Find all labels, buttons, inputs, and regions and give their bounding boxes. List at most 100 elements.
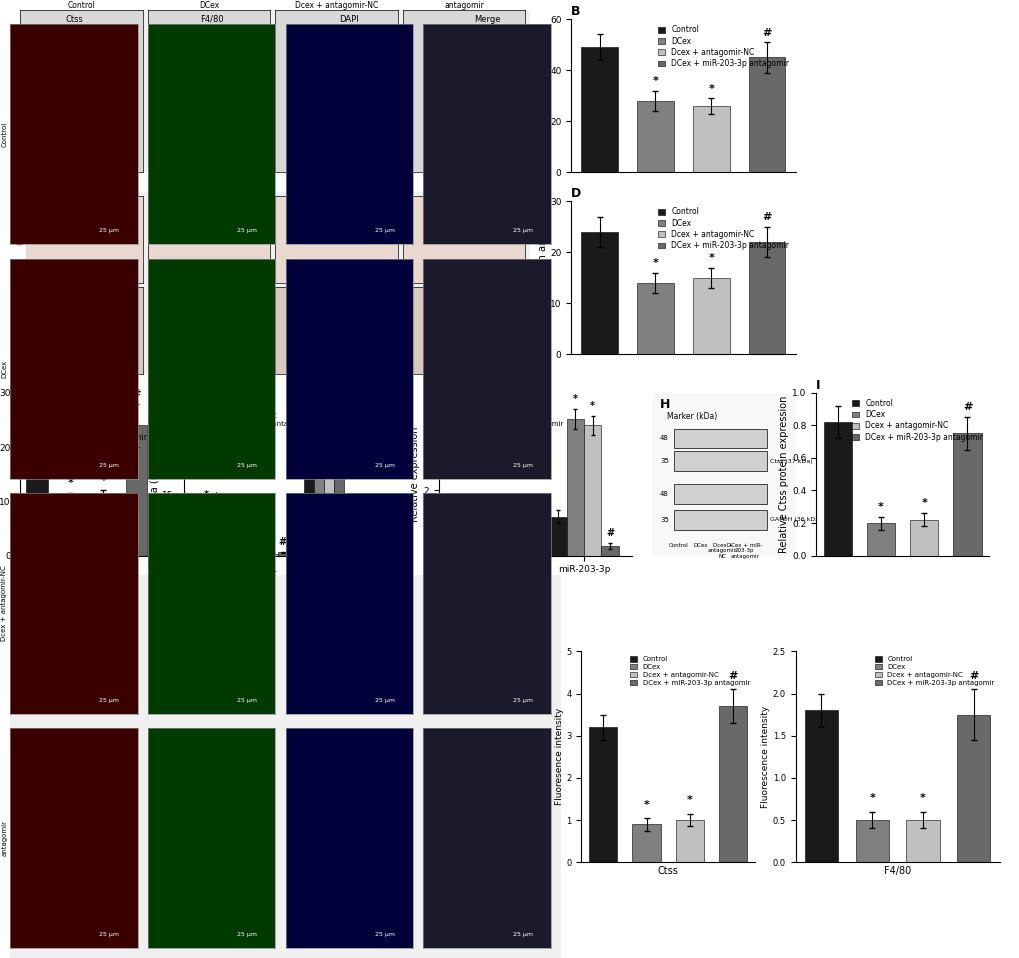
Text: 25 μm: 25 μm <box>236 932 257 937</box>
Legend: Control, DCex, Dcex + antagomir-NC, DCex + miR-203-3p antagomir: Control, DCex, Dcex + antagomir-NC, DCex… <box>872 655 996 687</box>
Title: DAPI: DAPI <box>339 15 359 24</box>
Text: *: * <box>919 793 925 803</box>
Text: E: E <box>20 378 29 392</box>
Bar <box>637 283 673 354</box>
Title: DCex + miR-203-3p
antagomir: DCex + miR-203-3p antagomir <box>429 183 498 196</box>
Bar <box>221 523 231 556</box>
Y-axis label: Fluorescence intensity: Fluorescence intensity <box>760 706 769 808</box>
Text: 48: 48 <box>659 435 668 442</box>
Bar <box>333 445 343 556</box>
Bar <box>212 513 221 556</box>
Text: DCex + miR-
203-3p
antagomir: DCex + miR- 203-3p antagomir <box>727 542 762 559</box>
Legend: Control, DCex, Dcex + antagomir-NC, DCex + miR-203-3p antagomir: Control, DCex, Dcex + antagomir-NC, DCex… <box>655 23 791 71</box>
Legend: Control, DCex, Dcex + antagomir-NC, DCex + miR-203-3p antagomir: Control, DCex, Dcex + antagomir-NC, DCex… <box>441 397 565 428</box>
Bar <box>601 546 619 556</box>
Text: 25 μm: 25 μm <box>375 463 394 468</box>
FancyBboxPatch shape <box>674 484 766 504</box>
Title: Control: Control <box>69 190 94 196</box>
Text: *: * <box>100 475 106 486</box>
Text: #: # <box>508 508 517 518</box>
Text: *: * <box>214 491 219 502</box>
Bar <box>675 820 703 862</box>
Bar <box>202 511 212 556</box>
Text: #: # <box>762 28 771 37</box>
Text: 25 μm: 25 μm <box>100 228 119 233</box>
Text: Marker (kDa): Marker (kDa) <box>666 412 716 422</box>
Bar <box>693 278 729 354</box>
Text: H: H <box>659 398 669 411</box>
Bar <box>192 527 202 556</box>
Bar <box>748 242 785 354</box>
Y-axis label: Elisa (mmol/L): Elisa (mmol/L) <box>150 440 159 509</box>
Text: #: # <box>728 671 737 681</box>
Bar <box>953 434 980 556</box>
Y-axis label: DCex: DCex <box>1 359 7 378</box>
Bar <box>469 549 487 556</box>
Bar <box>823 422 851 556</box>
Legend: Control, DCex, Dcex + antagomir-NC, DCex + miR-203-3p antagomir: Control, DCex, Dcex + antagomir-NC, DCex… <box>849 397 984 445</box>
Y-axis label: Fluoresence intensity: Fluoresence intensity <box>554 708 562 806</box>
Text: Masson: Masson <box>16 314 24 347</box>
Text: *: * <box>652 76 657 86</box>
Text: #: # <box>762 212 771 222</box>
Text: *: * <box>643 800 649 810</box>
Text: J: J <box>15 579 20 592</box>
Text: *: * <box>260 537 265 548</box>
Bar <box>637 101 673 172</box>
Bar <box>314 422 324 556</box>
Legend: Control, DCex, Dcex + antagomir-NC, DCex + miR-203-3p antagomir: Control, DCex, Dcex + antagomir-NC, DCex… <box>655 205 791 253</box>
Text: *: * <box>493 533 498 542</box>
FancyBboxPatch shape <box>674 451 766 471</box>
Bar <box>693 106 729 172</box>
Text: Ctss (37 kDa): Ctss (37 kDa) <box>769 459 812 464</box>
Bar <box>957 715 989 862</box>
Title: Ctss: Ctss <box>65 15 83 24</box>
Bar <box>248 551 258 556</box>
Y-axis label: DCex + miR-203-3p
antagomir: DCex + miR-203-3p antagomir <box>0 804 7 873</box>
Text: 25 μm: 25 μm <box>100 932 119 937</box>
Bar <box>389 552 399 556</box>
Text: *: * <box>590 400 595 411</box>
Bar <box>866 523 895 556</box>
Text: #: # <box>222 504 230 514</box>
Text: #: # <box>605 528 613 537</box>
Bar <box>26 431 48 556</box>
Text: #: # <box>131 389 141 399</box>
Text: #: # <box>334 419 342 428</box>
Title: Dcex + antagomir-NC: Dcex + antagomir-NC <box>299 190 374 196</box>
Text: *: * <box>686 795 692 806</box>
Title: DCex: DCex <box>199 1 219 10</box>
Text: 25 μm: 25 μm <box>375 228 394 233</box>
Text: C: C <box>31 197 40 210</box>
Bar <box>360 552 370 556</box>
Bar <box>581 47 618 172</box>
Text: I: I <box>815 378 819 392</box>
Text: 25 μm: 25 μm <box>375 932 394 937</box>
Bar <box>59 504 81 556</box>
Text: *: * <box>868 793 874 803</box>
Bar <box>583 425 601 556</box>
Title: Dcex + antagomir-NC: Dcex + antagomir-NC <box>294 1 378 10</box>
Bar <box>277 553 287 556</box>
Y-axis label: Dcex + antagomir-NC: Dcex + antagomir-NC <box>1 565 7 642</box>
Bar <box>125 425 147 556</box>
Bar <box>451 523 469 556</box>
Title: Merge: Merge <box>474 15 499 24</box>
Text: 25 μm: 25 μm <box>513 932 532 937</box>
Text: *: * <box>877 502 883 512</box>
Bar <box>589 727 616 862</box>
Bar <box>258 553 268 556</box>
Bar <box>324 422 333 556</box>
Text: A: A <box>31 18 40 31</box>
Bar <box>581 232 618 354</box>
Title: F4/80: F4/80 <box>200 15 223 24</box>
Text: 25 μm: 25 μm <box>100 463 119 468</box>
Y-axis label: Lesion area/Lumen area (%): Lesion area/Lumen area (%) <box>537 27 546 165</box>
Text: G: G <box>438 378 448 392</box>
Bar <box>566 419 583 556</box>
Text: *: * <box>270 538 275 548</box>
Text: Control: Control <box>668 542 688 548</box>
Title: Control: Control <box>67 1 96 10</box>
Text: 25 μm: 25 μm <box>236 463 257 468</box>
Text: #: # <box>278 536 286 547</box>
